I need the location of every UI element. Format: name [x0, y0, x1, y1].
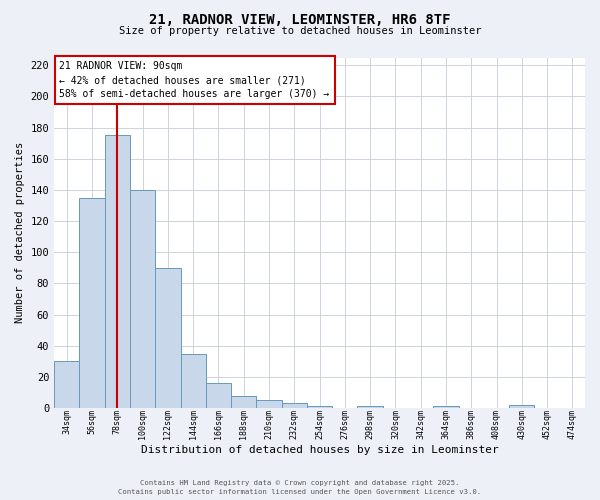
Bar: [231, 396, 256, 408]
Text: 21 RADNOR VIEW: 90sqm
← 42% of detached houses are smaller (271)
58% of semi-det: 21 RADNOR VIEW: 90sqm ← 42% of detached …: [59, 61, 330, 99]
X-axis label: Distribution of detached houses by size in Leominster: Distribution of detached houses by size …: [141, 445, 499, 455]
Bar: [206, 383, 231, 408]
Bar: [281, 404, 307, 408]
Bar: [358, 406, 383, 408]
Bar: [79, 198, 105, 408]
Bar: [54, 362, 79, 408]
Y-axis label: Number of detached properties: Number of detached properties: [15, 142, 25, 324]
Bar: [307, 406, 332, 408]
Text: Contains HM Land Registry data © Crown copyright and database right 2025.
Contai: Contains HM Land Registry data © Crown c…: [118, 480, 482, 495]
Bar: [105, 136, 130, 408]
Bar: [181, 354, 206, 408]
Bar: [130, 190, 155, 408]
Bar: [256, 400, 281, 408]
Bar: [509, 405, 535, 408]
Bar: [155, 268, 181, 408]
Text: 21, RADNOR VIEW, LEOMINSTER, HR6 8TF: 21, RADNOR VIEW, LEOMINSTER, HR6 8TF: [149, 12, 451, 26]
Bar: [433, 406, 458, 408]
Text: Size of property relative to detached houses in Leominster: Size of property relative to detached ho…: [119, 26, 481, 36]
